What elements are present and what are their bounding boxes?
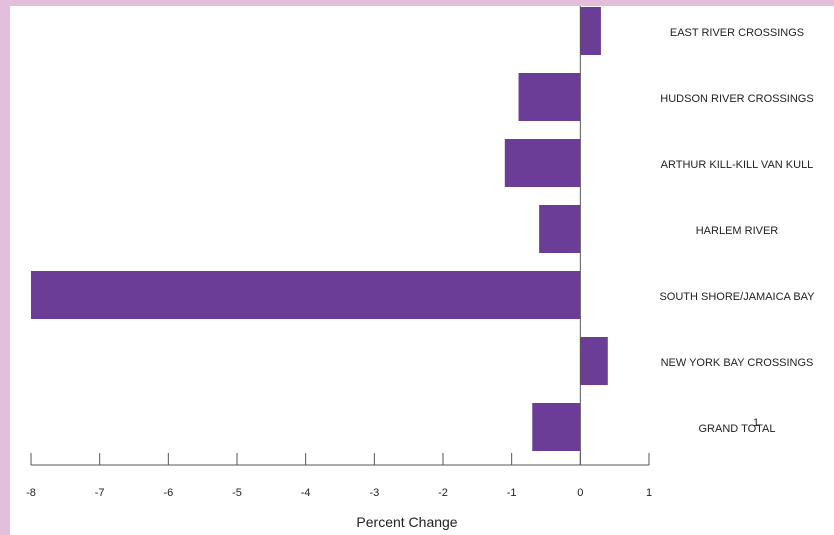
x-tick-label-7: -1 — [507, 487, 517, 499]
x-tick-label-2: -6 — [163, 487, 173, 499]
category-label-1: HUDSON RIVER CROSSINGS — [660, 93, 813, 105]
bars-group — [31, 7, 608, 451]
bar-0 — [580, 7, 601, 55]
category-label-3: HARLEM RIVER — [696, 225, 779, 237]
bar-4 — [31, 271, 581, 319]
category-label-5: NEW YORK BAY CROSSINGS — [661, 357, 814, 369]
x-tick-label-3: -5 — [232, 487, 242, 499]
bar-5 — [580, 337, 608, 385]
x-tick-label-6: -2 — [438, 487, 448, 499]
x-tick-label-1: -7 — [95, 487, 105, 499]
x-tick-label-8: 0 — [577, 487, 583, 499]
bar-1 — [518, 73, 581, 121]
category-label-2: ARTHUR KILL-KILL VAN KULL — [661, 159, 814, 171]
x-axis-title: Percent Change — [356, 514, 457, 530]
x-tick-label-0: -8 — [26, 487, 36, 499]
footnote-marker: 1 — [753, 417, 759, 429]
category-label-6: GRAND TOTAL — [698, 423, 775, 435]
chart-frame: -8 -7 -6 -5 -4 -3 -2 -1 0 1 EAST RIVER CROSSINGS H… — [10, 6, 834, 535]
bar-6 — [532, 403, 581, 451]
bar-chart: -8 -7 -6 -5 -4 -3 -2 -1 0 1 EAST RIVER CROSSINGS H… — [26, 6, 815, 530]
bar-3 — [539, 205, 581, 253]
category-labels: EAST RIVER CROSSINGS HUDSON RIVER CROSSIN… — [659, 27, 815, 435]
x-axis: -8 -7 -6 -5 -4 -3 -2 -1 0 1 — [26, 453, 652, 499]
x-tick-label-4: -4 — [301, 487, 311, 499]
x-tick-label-9: 1 — [646, 487, 652, 499]
x-tick-label-5: -3 — [369, 487, 379, 499]
category-label-0: EAST RIVER CROSSINGS — [670, 27, 804, 39]
bar-2 — [504, 139, 581, 187]
category-label-4: SOUTH SHORE/JAMAICA BAY — [659, 291, 815, 303]
